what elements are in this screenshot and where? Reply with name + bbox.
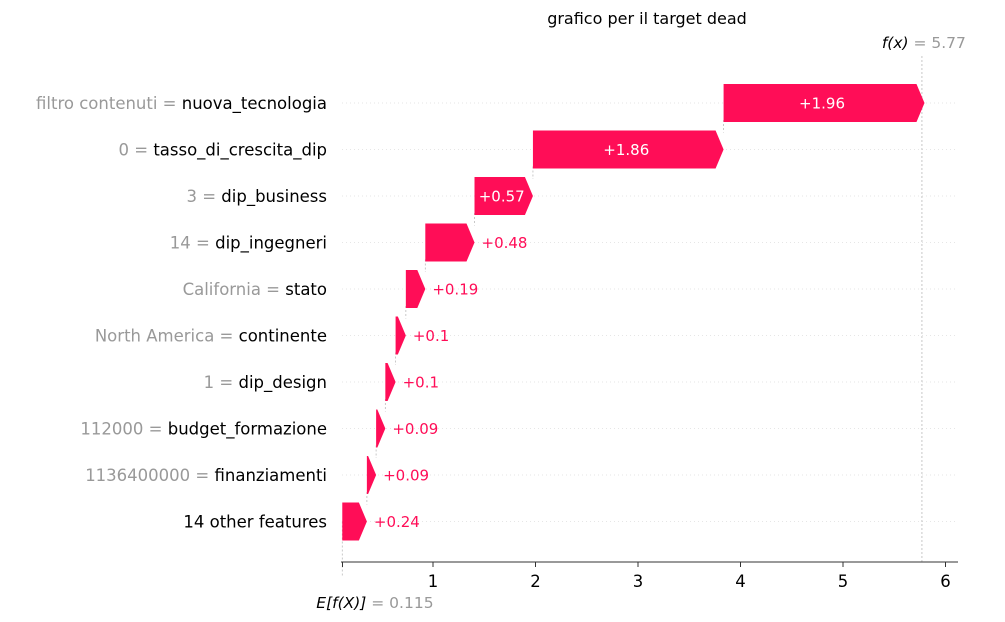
bar-value-label: +1.86 (603, 141, 649, 159)
x-axis: 1 2 3 4 5 6 f(x) = 5.77 E[f(X)] = 0.115 (316, 34, 966, 612)
bar-value-label: +0.1 (403, 374, 439, 392)
bars: +1.96 +1.86 +0.57 +0.48 +0.19 +0.1 +0.1 +0.09 +0… (342, 84, 925, 541)
contribution-bar (376, 409, 386, 448)
contribution-bar (425, 223, 475, 262)
bar-value-label: +0.1 (413, 327, 449, 345)
bar-value-label: +0.19 (432, 281, 478, 299)
feature-label: 1 = dip_design (204, 373, 327, 393)
feature-label: North America = continente (95, 327, 327, 346)
x-tick-label: 3 (633, 572, 644, 591)
x-tick-label: 2 (530, 572, 541, 591)
base-value-label: E[f(X)] = 0.115 (316, 594, 433, 612)
contribution-bar (405, 270, 426, 308)
feature-label: 112000 = budget_formazione (80, 420, 327, 440)
feature-label: 1136400000 = finanziamenti (85, 466, 327, 485)
contribution-bar (723, 84, 925, 122)
chart-title: grafico per il target dead (547, 9, 747, 28)
contribution-bar (532, 130, 724, 169)
contribution-bar (474, 177, 533, 215)
bar-value-label: +1.96 (799, 95, 845, 113)
contribution-bar (342, 502, 367, 541)
feature-label: 0 = tasso_di_crescita_dip (118, 141, 327, 161)
feature-label: 3 = dip_business (186, 187, 327, 207)
x-tick-label: 4 (735, 572, 746, 591)
feature-labels: filtro contenuti = nuova_tecnologia 0 = t… (36, 94, 327, 532)
bar-value-label: +0.24 (374, 513, 420, 531)
x-tick-label: 1 (428, 572, 439, 591)
contribution-bar (385, 363, 396, 401)
bar-value-label: +0.57 (479, 188, 525, 206)
bar-value-label: +0.09 (392, 420, 438, 438)
x-tick-label: 5 (838, 572, 849, 591)
feature-label: 14 other features (183, 513, 327, 532)
x-tick-label: 6 (940, 572, 951, 591)
bar-value-label: +0.09 (383, 467, 429, 485)
contribution-bar (366, 456, 377, 494)
feature-label: California = stato (183, 280, 327, 299)
feature-label: filtro contenuti = nuova_tecnologia (36, 94, 327, 114)
bar-value-label: +0.48 (482, 234, 528, 252)
output-value-label: f(x) = 5.77 (882, 34, 966, 52)
feature-label: 14 = dip_ingegneri (170, 234, 327, 254)
contribution-bar (395, 316, 406, 355)
